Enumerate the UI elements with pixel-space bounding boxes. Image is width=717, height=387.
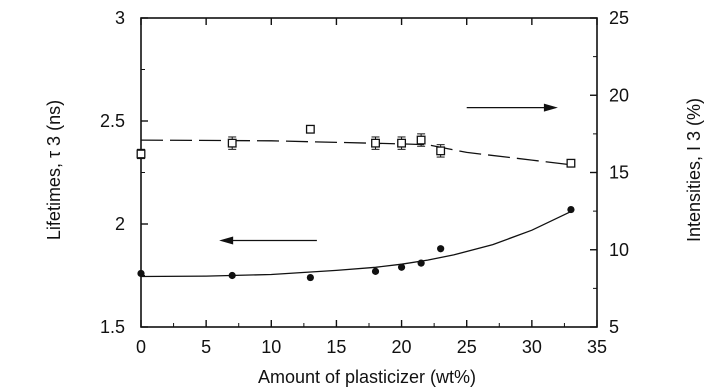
intensity-data-point (136, 149, 146, 159)
right-y-axis-title: Intensities, I 3 (%) (684, 98, 704, 242)
intensity-data-point (227, 138, 237, 148)
annotation-arrows-group (219, 103, 558, 245)
right-y-tick-label: 15 (609, 163, 629, 183)
x-tick-label: 10 (261, 337, 281, 357)
intensity-data-point (371, 138, 380, 148)
lifetime-data-point (137, 269, 145, 278)
right-y-tick-label: 5 (609, 317, 619, 337)
lifetime-data-point (417, 259, 425, 267)
intensity-data-point (566, 158, 576, 168)
x-tick-label: 30 (522, 337, 542, 357)
left-y-tick-label: 3 (115, 8, 125, 28)
lifetime-data-point (567, 205, 575, 214)
intensity-data-point (416, 135, 426, 145)
right-axis-arrow-head (543, 103, 558, 112)
x-tick-label: 0 (136, 337, 146, 357)
intensity-data-point (397, 138, 407, 148)
x-tick-label: 25 (457, 337, 477, 357)
intensity-fit-curve (140, 139, 571, 166)
x-axis-title: Amount of plasticizer (wt%) (258, 367, 476, 387)
intensity-data-point (305, 124, 315, 134)
x-tick-label: 15 (326, 337, 346, 357)
x-tick-label: 5 (201, 337, 211, 357)
right-y-tick-label: 20 (609, 85, 629, 105)
lifetime-data-point (306, 273, 314, 282)
left-y-tick-label: 1.5 (100, 317, 125, 337)
lifetime-data-point (437, 245, 445, 253)
right-y-tick-label: 25 (609, 8, 629, 28)
right-y-tick-label: 10 (609, 240, 629, 260)
x-tick-label: 20 (392, 337, 412, 357)
left-y-tick-label: 2 (115, 214, 125, 234)
lifetime-data-point (228, 271, 236, 280)
lifetime-data-point (397, 263, 406, 271)
lifetime-data-point (371, 267, 380, 275)
left-y-axis-title: Lifetimes, τ 3 (ns) (44, 100, 64, 240)
data-points-group (136, 124, 576, 282)
intensity-data-point (436, 146, 446, 156)
left-y-tick-label: 2.5 (100, 111, 125, 131)
x-tick-label: 35 (587, 337, 607, 357)
left-axis-arrow-head (219, 236, 234, 245)
